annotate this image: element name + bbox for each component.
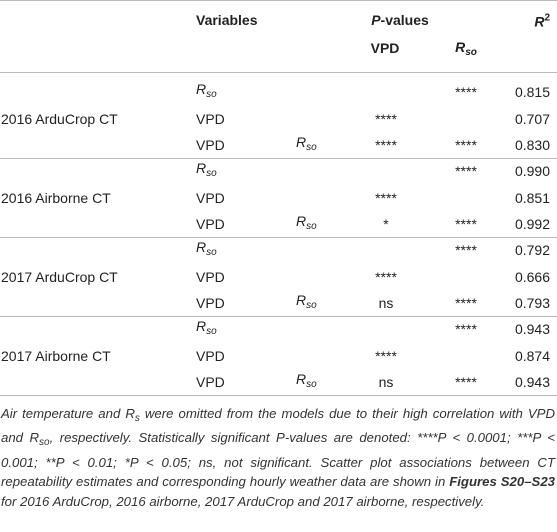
text: for 2016 ArduCrop, 2016 airborne, 2017 A… (1, 493, 485, 509)
p-value: **** (455, 242, 477, 258)
subscript: so (465, 47, 477, 58)
p-value: ns (378, 374, 394, 390)
group-label: 2016 ArduCrop CT (1, 110, 118, 127)
italic-text: P (371, 12, 381, 28)
group-label: 2017 ArduCrop CT (1, 268, 118, 285)
p-value: * (383, 216, 389, 232)
text: -values (380, 12, 429, 28)
subscript: so (206, 326, 217, 337)
group-rule (0, 158, 557, 159)
footnote: Air temperature and Rs were omitted from… (1, 404, 555, 511)
subscript: so (306, 142, 317, 153)
p-value: **** (455, 137, 477, 153)
p-value: ns (378, 295, 394, 311)
subscript: so (206, 89, 217, 100)
p-value: **** (375, 110, 397, 127)
group-rule (0, 237, 557, 238)
p-value: **** (375, 268, 397, 285)
variable: Rso (196, 80, 217, 104)
variable: VPD (196, 137, 225, 153)
symbol: R (534, 13, 545, 30)
subscript: so (306, 300, 317, 311)
header-r2: R2 (534, 10, 550, 31)
r2-value: 0.851 (514, 189, 550, 206)
symbol: R (196, 160, 207, 176)
p-value: **** (455, 163, 477, 179)
p-value: **** (375, 137, 397, 153)
r2-value: 0.943 (514, 374, 550, 390)
subscript: so (306, 221, 317, 232)
r2-value: 0.992 (514, 216, 550, 232)
symbol: R (296, 134, 307, 150)
group-label: 2017 Airborne CT (1, 347, 111, 364)
r2-value: 0.943 (514, 321, 550, 337)
group-rule (0, 395, 557, 396)
r2-value: 0.707 (514, 110, 550, 127)
text: were omitted from the models due to thei… (1, 406, 555, 446)
p-value: **** (375, 347, 397, 364)
symbol: R (296, 213, 307, 229)
variable: VPD (196, 268, 225, 285)
top-rule (0, 0, 557, 1)
variable: VPD (196, 295, 225, 311)
header-variables: Variables (196, 12, 258, 28)
variable: Rso (296, 370, 317, 394)
header-vpd: VPD (370, 40, 400, 56)
r2-value: 0.815 (514, 84, 550, 100)
header-pvalues: P-values (371, 11, 429, 29)
p-value: **** (455, 216, 477, 232)
r2-value: 0.792 (514, 242, 550, 258)
variable: VPD (196, 374, 225, 390)
r2-value: 0.830 (514, 137, 550, 153)
symbol: R (296, 371, 307, 387)
r2-value: 0.990 (514, 163, 550, 179)
variable: VPD (196, 216, 225, 232)
p-value: **** (375, 189, 397, 206)
variable: Rso (296, 133, 317, 157)
variable: Rso (296, 212, 317, 236)
symbol: R (296, 292, 307, 308)
subscript: so (206, 168, 217, 179)
symbol: R (196, 81, 207, 97)
variable: Rso (296, 291, 317, 315)
p-value: **** (455, 295, 477, 311)
superscript: 2 (544, 12, 550, 24)
variable: Rso (196, 317, 217, 341)
subscript: so (39, 437, 50, 449)
header-rule (0, 72, 557, 73)
subscript: s (134, 413, 140, 424)
variable: VPD (196, 347, 225, 364)
r2-value: 0.874 (514, 347, 550, 364)
group-rule (0, 316, 557, 317)
bold-text: Figures S20–S23 (449, 474, 556, 490)
variable: Rso (196, 238, 217, 262)
variable: Rso (196, 159, 217, 183)
text: Air temperature and R (1, 406, 135, 421)
group-label: 2016 Airborne CT (1, 189, 111, 206)
symbol: R (196, 239, 207, 255)
p-value: **** (455, 374, 477, 390)
r2-value: 0.666 (514, 268, 550, 285)
variable: VPD (196, 110, 225, 127)
text: , respectively. Statistically significan… (1, 430, 555, 490)
symbol: R (455, 39, 466, 55)
p-value: **** (455, 321, 477, 337)
header-rso: Rso (455, 38, 477, 62)
r2-value: 0.793 (514, 295, 550, 311)
symbol: R (196, 318, 207, 334)
variable: VPD (196, 189, 225, 206)
subscript: so (306, 379, 317, 390)
subscript: so (206, 247, 217, 258)
p-value: **** (455, 84, 477, 100)
